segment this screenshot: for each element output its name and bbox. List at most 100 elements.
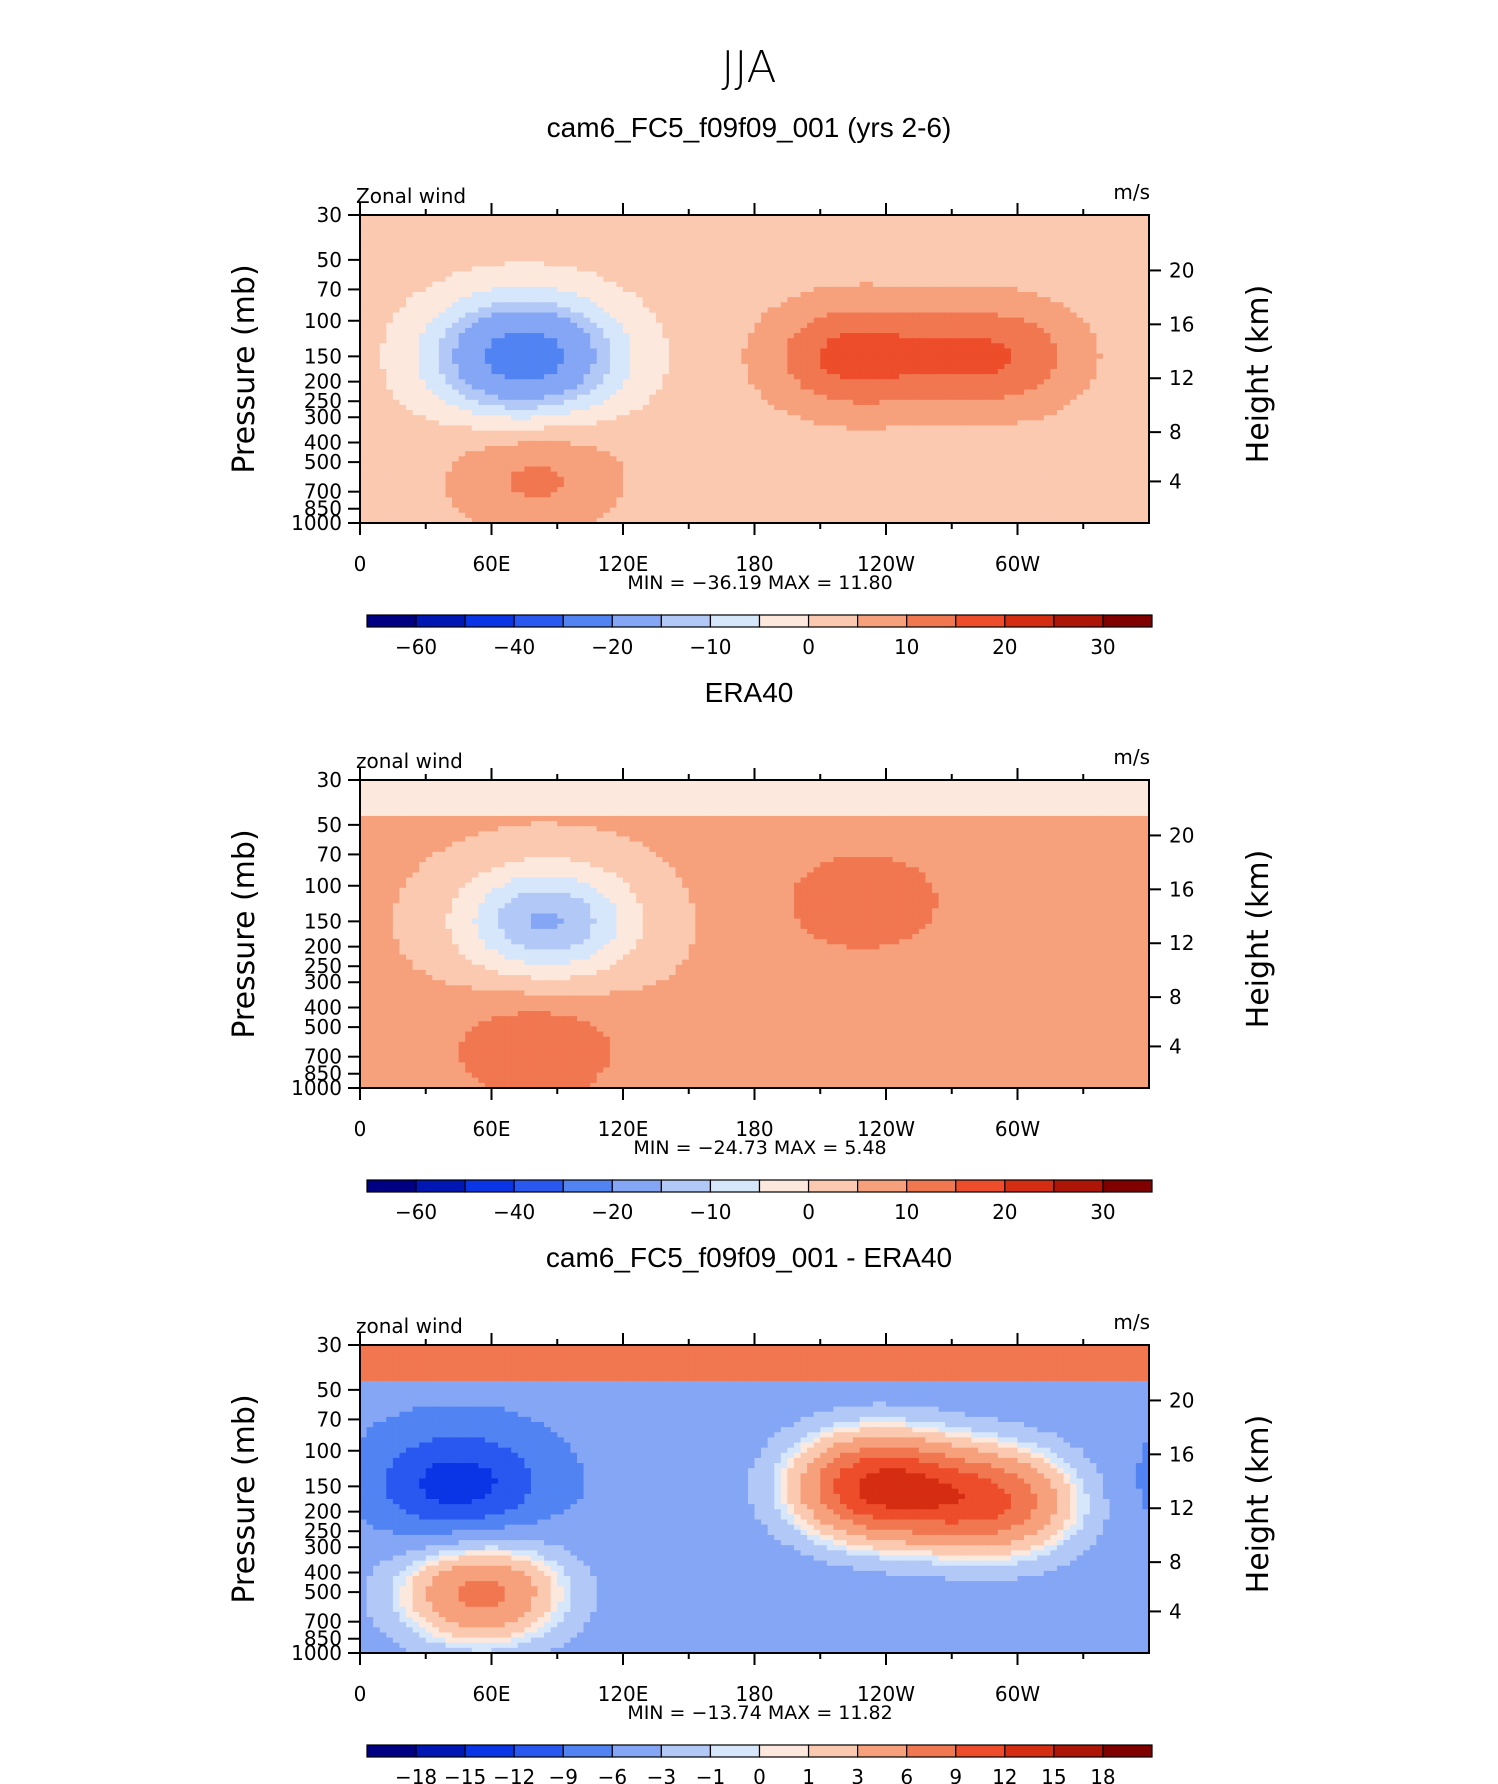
field-cell xyxy=(1129,317,1137,324)
field-cell xyxy=(991,266,999,273)
field-cell xyxy=(609,353,618,360)
field-cell xyxy=(892,235,900,242)
field-cell xyxy=(537,415,545,421)
field-cell xyxy=(807,240,815,247)
field-cell xyxy=(971,261,979,267)
field-cell xyxy=(1142,230,1150,237)
field-cell xyxy=(701,322,710,329)
field-cell xyxy=(662,358,670,365)
field-cell xyxy=(905,240,913,247)
field-cell xyxy=(504,235,512,242)
field-cell xyxy=(419,220,427,226)
field-cell xyxy=(642,379,650,385)
field-cell xyxy=(583,240,591,247)
field-cell xyxy=(721,235,729,242)
field-cell xyxy=(360,379,368,385)
field-cell xyxy=(951,399,959,406)
field-cell xyxy=(912,230,920,237)
field-cell xyxy=(879,297,887,303)
field-cell xyxy=(1070,379,1078,385)
field-cell xyxy=(899,389,907,396)
field-cell xyxy=(846,353,854,360)
field-cell xyxy=(800,333,808,339)
field-cell xyxy=(576,286,585,293)
field-cell xyxy=(603,261,611,267)
field-cell xyxy=(1037,245,1045,252)
field-cell xyxy=(458,425,466,432)
field-cell xyxy=(839,317,848,324)
field-cell xyxy=(892,271,900,278)
field-cell xyxy=(504,338,512,344)
field-cell xyxy=(866,317,874,324)
field-cell xyxy=(1037,256,1045,262)
field-cell xyxy=(616,250,624,257)
field-cell xyxy=(1043,394,1051,401)
field-cell xyxy=(1083,292,1091,298)
field-cell xyxy=(879,215,887,221)
field-cell xyxy=(537,297,545,303)
field-cell xyxy=(886,276,894,283)
field-cell xyxy=(379,389,387,396)
field-cell xyxy=(360,266,368,273)
field-cell xyxy=(688,281,696,288)
field-cell xyxy=(425,245,433,252)
field-cell xyxy=(859,379,867,385)
field-cell xyxy=(655,292,664,298)
field-cell xyxy=(826,389,834,396)
field-cell xyxy=(951,281,959,288)
field-cell xyxy=(1010,235,1019,242)
field-cell xyxy=(386,379,394,385)
field-cell xyxy=(682,225,690,231)
field-cell xyxy=(800,384,808,391)
field-cell xyxy=(504,415,512,421)
field-cell xyxy=(386,338,394,344)
field-cell xyxy=(590,220,598,226)
field-cell xyxy=(1096,358,1104,365)
field-cell xyxy=(596,256,604,262)
field-cell xyxy=(813,343,821,350)
field-cell xyxy=(484,420,493,427)
field-cell xyxy=(715,358,723,365)
field-cell xyxy=(1050,333,1058,339)
field-cell xyxy=(1109,261,1117,267)
field-cell xyxy=(932,250,940,257)
field-cell xyxy=(596,215,604,221)
field-cell xyxy=(708,245,716,252)
field-cell xyxy=(557,256,565,262)
field-cell xyxy=(688,297,696,303)
field-cell xyxy=(761,415,769,421)
field-cell xyxy=(419,266,427,273)
field-cell xyxy=(813,292,821,298)
field-cell xyxy=(484,240,493,247)
field-cell xyxy=(458,399,466,406)
field-cell xyxy=(484,415,493,421)
field-cell xyxy=(892,230,900,237)
field-cell xyxy=(793,327,802,334)
field-cell xyxy=(741,353,749,360)
field-cell xyxy=(846,286,854,293)
field-cell xyxy=(899,415,907,421)
field-cell xyxy=(761,420,769,427)
field-cell xyxy=(425,266,433,273)
field-cell xyxy=(774,256,782,262)
field-cell xyxy=(517,399,525,406)
field-cell xyxy=(662,235,670,242)
field-cell xyxy=(373,389,381,396)
field-cell xyxy=(912,302,920,308)
field-cell xyxy=(1076,415,1084,421)
field-cell xyxy=(964,215,973,221)
field-cell xyxy=(682,250,690,257)
field-cell xyxy=(636,404,644,411)
field-cell xyxy=(892,369,900,375)
field-cell xyxy=(583,333,591,339)
field-cell xyxy=(1043,225,1051,231)
field-cell xyxy=(570,302,578,308)
field-cell xyxy=(872,353,881,360)
field-cell xyxy=(839,389,848,396)
field-cell xyxy=(682,271,690,278)
field-cell xyxy=(570,220,578,226)
field-cell xyxy=(445,322,453,329)
field-cell xyxy=(1037,240,1045,247)
field-cell xyxy=(747,399,756,406)
field-cell xyxy=(1135,389,1144,396)
